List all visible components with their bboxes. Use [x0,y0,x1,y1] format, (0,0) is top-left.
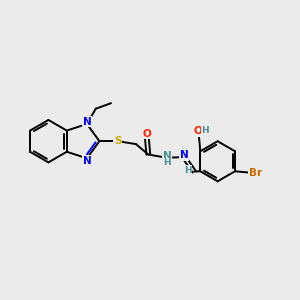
Text: N: N [180,150,188,160]
Text: O: O [193,126,202,136]
Text: H: H [163,158,171,167]
Text: N: N [82,117,91,127]
Text: O: O [142,129,151,139]
Text: H: H [202,126,209,135]
Text: Br: Br [249,168,262,178]
Text: H: H [184,166,191,175]
Text: N: N [82,156,91,166]
Text: N: N [163,151,171,161]
Text: S: S [114,136,122,146]
